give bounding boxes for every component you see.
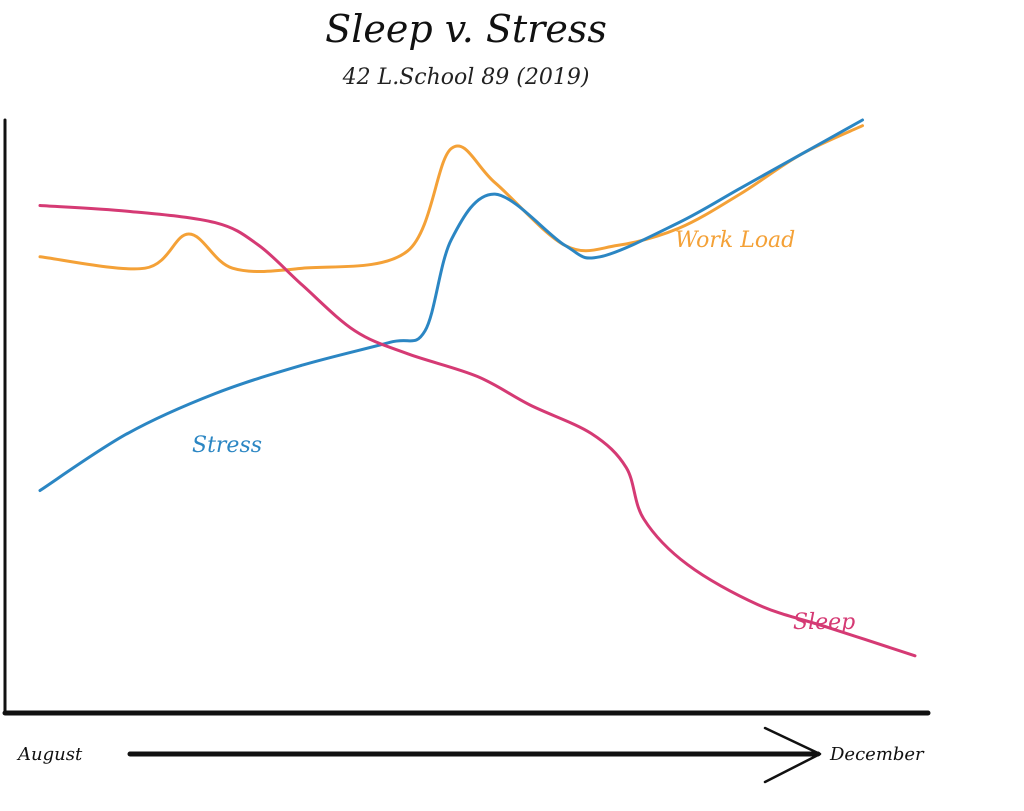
series-line-stress: [38, 118, 864, 492]
series-label-stress: Stress: [192, 433, 262, 458]
series-label-work-load: Work Load: [675, 228, 795, 253]
x-end-label: December: [829, 744, 925, 765]
chart-title: Sleep v. Stress: [325, 7, 607, 51]
time-arrow-head: [763, 726, 822, 784]
series-label-sleep: Sleep: [793, 610, 855, 635]
series-line-sleep: [38, 204, 917, 658]
chart-subtitle: 42 L.School 89 (2019): [342, 65, 590, 90]
x-start-label: August: [16, 744, 83, 765]
series-line-work-load: [38, 124, 864, 274]
series-layer: Work Load Stress Sleep: [38, 118, 917, 658]
